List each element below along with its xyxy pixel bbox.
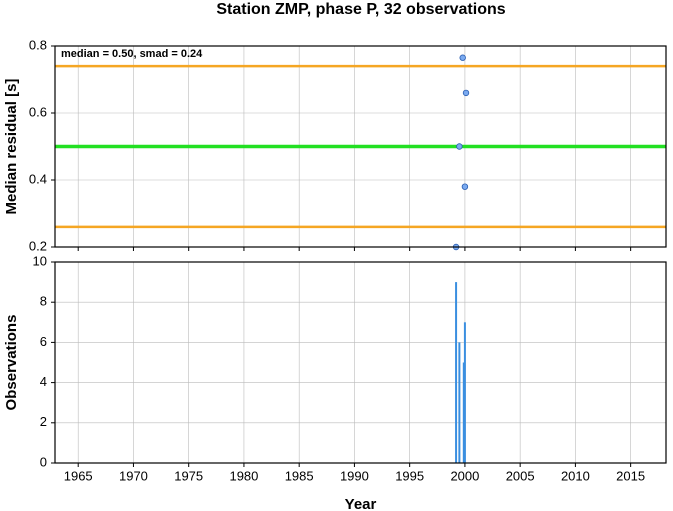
point bbox=[456, 143, 463, 150]
x-tick-label: 2000 bbox=[450, 468, 479, 483]
y-tick-label: 10 bbox=[33, 253, 47, 268]
annotation: median = 0.50, smad = 0.24 bbox=[61, 48, 203, 60]
x-tick-label: 2005 bbox=[506, 468, 535, 483]
point bbox=[462, 89, 470, 97]
x-tick-label: 1975 bbox=[174, 468, 203, 483]
bar bbox=[458, 342, 461, 463]
y-tick-label: 0.2 bbox=[29, 238, 47, 253]
bar bbox=[463, 322, 466, 463]
y-tick-label: 0 bbox=[40, 454, 47, 469]
y-tick-label: 6 bbox=[40, 334, 47, 349]
x-tick-label: 1965 bbox=[64, 468, 93, 483]
y-axis-label: Observations bbox=[3, 315, 20, 411]
bar bbox=[455, 282, 458, 463]
x-tick-label: 1995 bbox=[395, 468, 424, 483]
y-tick-label: 0.6 bbox=[29, 104, 47, 119]
x-tick-label: 1990 bbox=[340, 468, 369, 483]
x-tick-label: 1970 bbox=[119, 468, 148, 483]
x-tick-label: 2015 bbox=[616, 468, 645, 483]
y-tick-label: 4 bbox=[40, 374, 47, 389]
point bbox=[461, 183, 469, 190]
x-tick-label: 1985 bbox=[285, 468, 314, 483]
plot-frame bbox=[54, 261, 667, 464]
point bbox=[459, 54, 466, 61]
y-tick-label: 2 bbox=[40, 414, 47, 429]
y-tick-label: 8 bbox=[40, 294, 47, 309]
y-tick-label: 0.4 bbox=[29, 171, 47, 186]
y-tick-label: 0.8 bbox=[29, 37, 47, 52]
y-axis-label: Median residual [s] bbox=[3, 79, 20, 215]
x-axis-label: Year bbox=[345, 496, 377, 511]
x-tick-label: 1980 bbox=[229, 468, 258, 483]
plot-frame bbox=[54, 45, 667, 248]
chart-title: Station ZMP, phase P, 32 observations bbox=[216, 1, 505, 18]
bar bbox=[462, 362, 465, 463]
x-tick-label: 2010 bbox=[561, 468, 590, 483]
